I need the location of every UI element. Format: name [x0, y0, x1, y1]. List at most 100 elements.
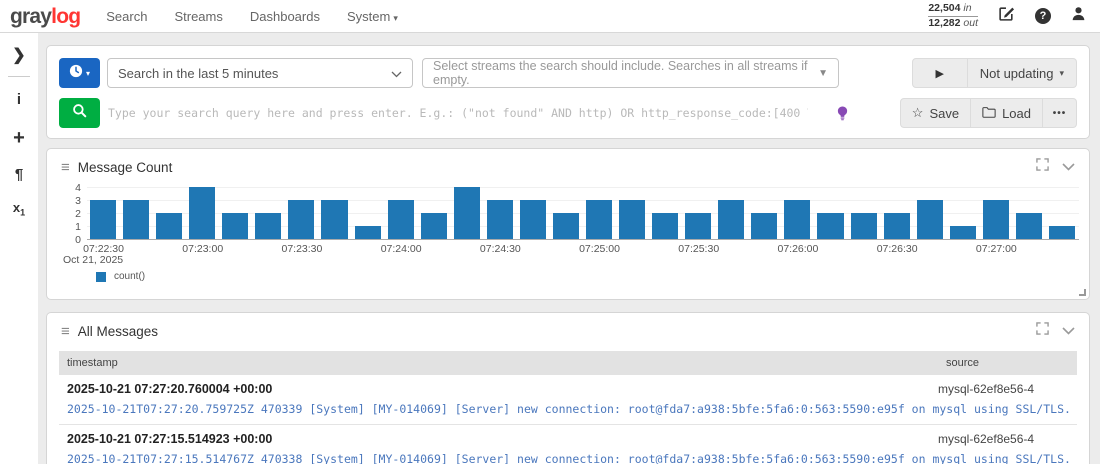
graylog-logo[interactable]: graylog [10, 4, 81, 28]
x-axis-tick: 07:26:30 [876, 243, 918, 255]
save-label: Save [929, 105, 960, 121]
legend-swatch [96, 271, 106, 282]
column-header-timestamp[interactable]: timestamp [67, 357, 118, 369]
chart-gridline [87, 200, 1079, 201]
chart-bar [1048, 226, 1075, 239]
message-count-widget: ≡ Message Count 0 1 2 3 4 07:22:30 07:23:00 07:… [46, 148, 1090, 300]
chevron-down-icon [391, 66, 402, 81]
add-icon[interactable]: + [13, 127, 25, 149]
drag-handle-icon[interactable]: ≡ [61, 322, 70, 340]
chart-bar [222, 213, 249, 239]
chart-bar [817, 213, 844, 239]
chart-bar [751, 213, 778, 239]
chart-bar [883, 213, 910, 239]
throughput-in-value: 22,504 [928, 1, 961, 14]
highlighting-icon[interactable]: x1 [12, 200, 26, 218]
more-actions-button[interactable]: ••• [1043, 98, 1077, 128]
time-range-button[interactable]: ▾ [59, 58, 100, 88]
message-count-chart[interactable]: 0 1 2 3 4 07:22:30 07:23:00 07:23:30 07:24:00 07:… [75, 182, 1079, 255]
refresh-interval-dropdown[interactable]: Not updating ▾ [967, 58, 1077, 88]
all-messages-widget: ≡ All Messages timestamp source 2025-10-… [46, 312, 1090, 464]
drag-handle-icon[interactable]: ≡ [61, 158, 70, 176]
throughput-out-value: 12,282 [928, 17, 961, 29]
compose-icon[interactable] [998, 5, 1015, 27]
expand-sidebar-icon[interactable]: ❯ [12, 47, 26, 64]
chart-bar [156, 213, 183, 239]
caret-down-icon: ▾ [85, 68, 90, 78]
time-range-select[interactable]: Search in the last 5 minutes [107, 58, 413, 88]
focus-widget-icon[interactable] [1036, 322, 1049, 340]
widget-resize-handle[interactable] [1079, 289, 1086, 296]
x-axis-tick: 07:22:30 [83, 243, 124, 255]
nav-item-dashboards[interactable]: Dashboards [249, 8, 320, 24]
load-search-button[interactable]: Load [971, 98, 1043, 128]
legend-label: count() [114, 271, 146, 282]
chart-bar [255, 213, 282, 239]
throughput-counter[interactable]: 22,504 in 12,282 out [928, 2, 978, 30]
y-axis-tick: 1 [75, 221, 81, 233]
y-axis-tick: 4 [75, 182, 81, 194]
y-axis-tick: 3 [75, 195, 81, 207]
search-icon [72, 103, 87, 123]
chart-gridline [87, 226, 1079, 227]
user-icon[interactable] [1071, 6, 1086, 26]
chart-bar [586, 200, 613, 239]
messages-table-header: timestamp source [59, 351, 1077, 375]
chart-bar [1015, 213, 1042, 239]
load-label: Load [1002, 105, 1031, 121]
formatting-icon[interactable]: ¶ [14, 166, 24, 183]
chart-bar [784, 200, 811, 239]
x-axis-tick: 07:26:00 [777, 243, 819, 255]
y-axis-tick: 2 [75, 208, 81, 220]
collapse-widget-icon[interactable] [1062, 322, 1075, 340]
chart-bar [685, 213, 712, 239]
chart-gridline [87, 213, 1079, 214]
x-axis-tick: 07:23:30 [281, 243, 323, 255]
collapse-widget-icon[interactable] [1062, 158, 1075, 176]
chart-bar [652, 213, 679, 239]
chart-bar [321, 200, 348, 239]
lightbulb-icon[interactable] [837, 106, 848, 126]
message-source: mysql-62ef8e56-4 [938, 382, 1035, 396]
nav-item-streams[interactable]: Streams [174, 8, 223, 24]
x-axis-tick: 07:24:00 [380, 243, 422, 255]
chart-gridline [87, 187, 1079, 188]
widget-title: Message Count [77, 159, 173, 175]
nav-item-system[interactable]: System ▾ [347, 9, 398, 24]
chart-bar [453, 187, 480, 239]
nav-item-system-label: System [346, 8, 391, 24]
chart-gridline [87, 239, 1079, 240]
star-icon: ☆ [911, 105, 924, 120]
streams-placeholder: Select streams the search should include… [433, 59, 808, 87]
chart-bar [949, 226, 976, 239]
chart-bar [916, 200, 943, 239]
x-axis-tick: 07:27:00 [975, 243, 1017, 255]
chart-legend[interactable]: count() [96, 271, 145, 282]
streams-select[interactable]: Select streams the search should include… [422, 58, 839, 88]
caret-down-icon: ▾ [1059, 67, 1064, 78]
nav-item-search[interactable]: Search [106, 8, 148, 24]
help-icon[interactable]: ? [1035, 8, 1051, 24]
play-button[interactable]: ▶ [911, 58, 968, 88]
search-query-input[interactable] [108, 98, 808, 128]
widget-title: All Messages [77, 323, 159, 339]
caret-down-icon: ▼ [818, 67, 828, 79]
highlighting-glyph: x [12, 200, 21, 215]
y-axis-tick: 0 [75, 234, 81, 246]
logo-log: log [51, 4, 81, 28]
message-row[interactable]: 2025-10-21 07:27:15.514923 +00:00 mysql-… [59, 425, 1077, 464]
time-range-value: Search in the last 5 minutes [118, 65, 279, 81]
save-search-button[interactable]: ☆ Save [899, 98, 972, 128]
chart-bar [718, 200, 745, 239]
column-header-source[interactable]: source [946, 357, 980, 369]
refresh-button-group: ▶ Not updating ▾ [911, 58, 1077, 88]
chart-bar [387, 200, 414, 239]
throughput-in-unit: in [963, 1, 972, 14]
search-submit-button[interactable] [59, 98, 100, 128]
chart-bar [189, 187, 216, 239]
clock-icon [69, 64, 83, 83]
info-icon[interactable]: i [16, 91, 22, 108]
focus-widget-icon[interactable] [1036, 158, 1049, 176]
chart-bar [519, 200, 546, 239]
message-row[interactable]: 2025-10-21 07:27:20.760004 +00:00 mysql-… [59, 375, 1077, 425]
